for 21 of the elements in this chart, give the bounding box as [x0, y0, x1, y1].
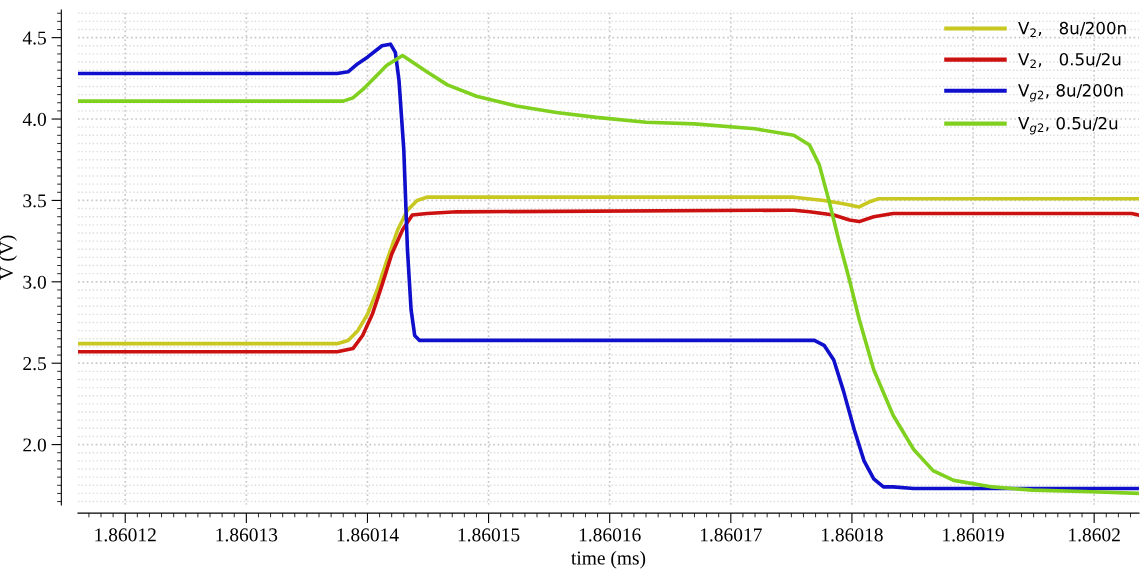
- x-tick-label: 1.86014: [337, 528, 399, 542]
- x-tick-label: 1.8602: [1069, 528, 1120, 542]
- x-axis-title: time (ms): [571, 550, 646, 569]
- x-tick-label: 1.86019: [943, 528, 1004, 542]
- y-tick-label: 2.0: [23, 438, 46, 452]
- x-tick-label: 1.86013: [216, 528, 278, 542]
- legend-label: V$_{2}$, 0.5u/2u: [1018, 52, 1121, 69]
- y-tick-label: 2.5: [23, 357, 46, 371]
- x-tick-label: 1.86015: [458, 528, 520, 542]
- x-tick-label: 1.86018: [822, 528, 883, 542]
- legend-label: V$_{2}$, 8u/200n: [1018, 21, 1126, 37]
- legend-label: V$_{g2}$, 0.5u/2u: [1018, 116, 1118, 135]
- y-tick-label: 4.0: [22, 112, 46, 127]
- x-tick-label: 1.86012: [95, 528, 156, 542]
- y-tick-label: 3.0: [23, 275, 46, 289]
- x-tick-label: 1.86016: [579, 528, 641, 542]
- x-tick-label: 1.86017: [700, 528, 762, 542]
- y-axis-title: V (V): [0, 235, 17, 280]
- legend-label: V$_{g2}$, 8u/200n: [1018, 84, 1123, 102]
- y-tick-label: 4.5: [22, 31, 46, 45]
- y-tick-label: 3.5: [23, 194, 46, 208]
